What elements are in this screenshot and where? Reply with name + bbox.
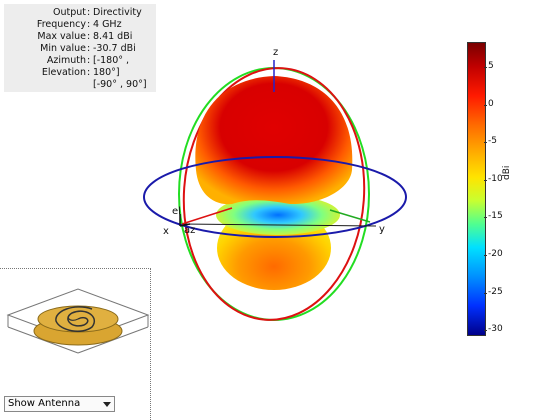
info-value: [-180° , bbox=[93, 55, 130, 66]
colorbar-tick: -10 bbox=[484, 174, 503, 184]
info-value: Directivity bbox=[93, 7, 142, 18]
info-row-output: Output: Directivity bbox=[53, 7, 142, 18]
colorbar-tick: -20 bbox=[484, 249, 503, 259]
azimuth-circle-blue bbox=[143, 156, 407, 238]
view-select-value: Show Antenna bbox=[8, 398, 81, 409]
info-value: 180°] bbox=[93, 67, 120, 78]
axis-label-az: az bbox=[184, 225, 195, 236]
colorbar-tick: -25 bbox=[484, 287, 503, 297]
axis-label-x: x bbox=[163, 226, 169, 237]
info-row-max: Max value: 8.41 dBi bbox=[37, 31, 133, 42]
colorbar-tick: 5 bbox=[484, 61, 494, 71]
info-row-range: [-90° , 90°] bbox=[4, 79, 156, 91]
x-axis bbox=[181, 207, 233, 225]
colorbar-unit: dBi bbox=[502, 165, 512, 180]
info-label: Output bbox=[53, 7, 86, 18]
view-select-dropdown[interactable]: Show Antenna bbox=[4, 396, 115, 412]
axis-label-y: y bbox=[379, 224, 385, 235]
spiral-antenna-icon bbox=[6, 288, 150, 354]
colorbar-tick: 0 bbox=[484, 99, 494, 109]
info-panel: Output: Directivity Frequency: 4 GHz Max… bbox=[4, 4, 156, 92]
colorbar bbox=[467, 42, 486, 336]
info-row-min: Min value: -30.7 dBi bbox=[40, 43, 136, 54]
info-value: [-90° , 90°] bbox=[93, 79, 147, 90]
axis-label-el: el bbox=[172, 206, 181, 217]
y-axis-segment bbox=[329, 209, 371, 223]
info-row-frequency: Frequency: 4 GHz bbox=[36, 19, 122, 30]
info-label: Elevation bbox=[41, 67, 86, 78]
info-label: Max value bbox=[37, 31, 86, 42]
info-label: Min value bbox=[40, 43, 86, 54]
info-label: Frequency bbox=[36, 19, 86, 30]
colorbar-tick: -5 bbox=[484, 136, 497, 146]
info-row-azimuth: Azimuth: [-180° , bbox=[46, 55, 130, 66]
upper-lobe bbox=[195, 76, 353, 205]
colorbar-tick: -15 bbox=[484, 211, 503, 221]
colorbar-tick: -30 bbox=[484, 324, 503, 334]
y-axis bbox=[181, 223, 377, 227]
info-value: -30.7 dBi bbox=[93, 43, 136, 54]
antenna-preview-panel bbox=[0, 268, 151, 420]
info-row-elevation: Elevation: 180°] bbox=[41, 67, 120, 78]
chevron-down-icon[interactable] bbox=[103, 402, 111, 407]
info-value: 4 GHz bbox=[93, 19, 122, 30]
axis-label-z: z bbox=[273, 47, 278, 58]
az-indicator bbox=[179, 223, 191, 227]
info-value: 8.41 dBi bbox=[93, 31, 133, 42]
info-label: Azimuth bbox=[46, 55, 86, 66]
elevation-circle-red bbox=[182, 67, 366, 321]
